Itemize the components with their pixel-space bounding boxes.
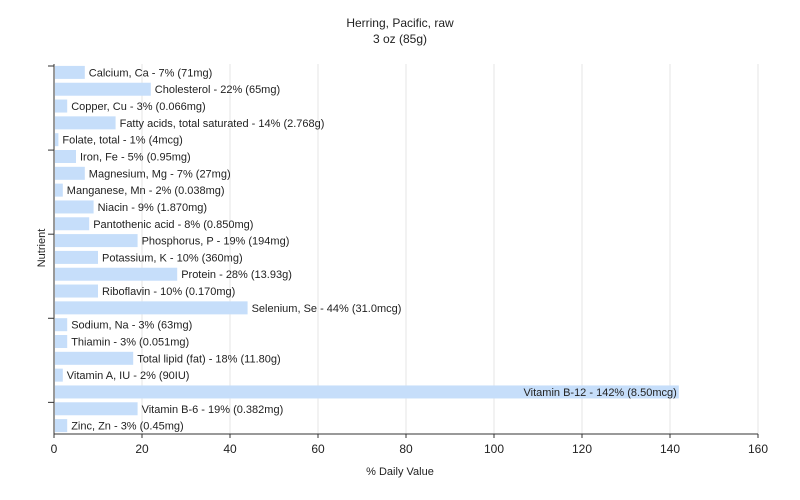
bar — [55, 351, 134, 365]
bar — [55, 335, 68, 348]
x-tick-label: 140 — [660, 442, 680, 456]
bar — [55, 419, 68, 433]
x-tick-label: 0 — [51, 442, 58, 456]
bar-label: Cholesterol - 22% (65mg) — [155, 84, 280, 96]
bar — [55, 318, 68, 332]
bar-label: Selenium, Se - 44% (31.0mcg) — [252, 303, 402, 315]
bar — [55, 200, 94, 214]
bar-label: Fatty acids, total saturated - 14% (2.76… — [120, 118, 325, 130]
bar-label: Protein - 28% (13.93g) — [181, 269, 292, 281]
bar — [55, 133, 59, 147]
bar — [55, 217, 90, 231]
chart-title: Herring, Pacific, raw — [346, 16, 454, 30]
bar — [55, 402, 138, 416]
bar — [55, 385, 679, 399]
bar — [55, 301, 248, 315]
bar-label: Total lipid (fat) - 18% (11.80g) — [137, 353, 280, 365]
bar — [55, 116, 116, 130]
bar-label: Vitamin A, IU - 2% (90IU) — [67, 370, 190, 382]
bar-label: Thiamin - 3% (0.051mg) — [71, 337, 189, 349]
bar — [55, 166, 85, 180]
x-tick-label: 100 — [484, 442, 504, 456]
bar-label: Zinc, Zn - 3% (0.45mg) — [71, 421, 183, 433]
bar-label: Vitamin B-12 - 142% (8.50mcg) — [524, 387, 677, 399]
bar-label: Calcium, Ca - 7% (71mg) — [89, 67, 212, 79]
x-tick-label: 20 — [135, 442, 149, 456]
x-tick-label: 60 — [311, 442, 325, 456]
bar-label: Phosphorus, P - 19% (194mg) — [142, 236, 290, 248]
bar-label: Niacin - 9% (1.870mg) — [98, 202, 207, 214]
x-axis-title: % Daily Value — [366, 466, 434, 478]
bar-label: Pantothenic acid - 8% (0.850mg) — [93, 219, 253, 231]
bar — [55, 368, 63, 382]
bar-label: Riboflavin - 10% (0.170mg) — [102, 286, 235, 298]
bar — [55, 150, 76, 163]
bar-label: Magnesium, Mg - 7% (27mg) — [89, 168, 231, 180]
bar — [55, 65, 85, 79]
bar — [55, 99, 68, 113]
x-tick-label: 40 — [223, 442, 237, 456]
x-tick-label: 160 — [748, 442, 768, 456]
bar-label: Manganese, Mn - 2% (0.038mg) — [67, 185, 225, 197]
bar — [55, 284, 98, 298]
bar-label: Iron, Fe - 5% (0.95mg) — [80, 152, 191, 164]
bar-label: Sodium, Na - 3% (63mg) — [71, 320, 192, 332]
bar — [55, 183, 63, 197]
chart-subtitle: 3 oz (85g) — [372, 32, 428, 46]
bar-label: Vitamin B-6 - 19% (0.382mg) — [142, 404, 284, 416]
bar-label: Potassium, K - 10% (360mg) — [102, 252, 243, 264]
bar — [55, 82, 151, 96]
bar-label: Folate, total - 1% (4mcg) — [62, 135, 182, 147]
bar — [55, 267, 178, 281]
x-tick-label: 80 — [399, 442, 413, 456]
bar-label: Copper, Cu - 3% (0.066mg) — [71, 101, 206, 113]
x-tick-label: 120 — [572, 442, 592, 456]
bar — [55, 234, 138, 248]
bar — [55, 250, 98, 264]
y-axis-title: Nutrient — [36, 228, 48, 268]
